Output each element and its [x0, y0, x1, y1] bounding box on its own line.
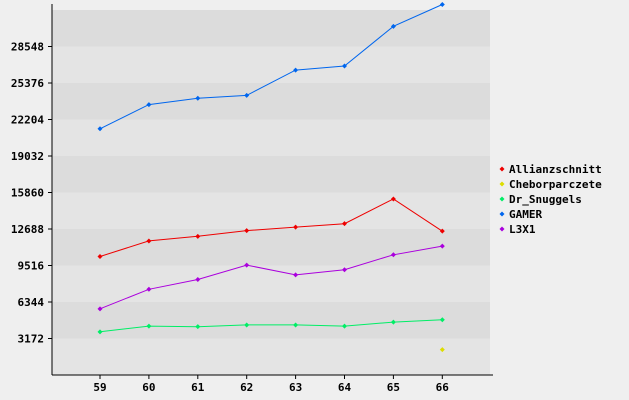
grid-band: [52, 302, 490, 339]
grid-band: [52, 265, 490, 302]
x-tick-label: 65: [387, 381, 400, 394]
data-point-gamer: [146, 102, 152, 108]
data-point-l3x1: [244, 262, 250, 268]
legend-marker-gamer: [499, 211, 505, 217]
data-point-allianzschnitt: [342, 221, 347, 227]
data-point-dr-snuggels: [244, 322, 250, 328]
series-line-allianzschnitt: [99, 198, 443, 257]
grid-band: [52, 119, 490, 156]
series-points: [97, 1, 445, 353]
data-point-gamer: [195, 95, 201, 101]
data-point-gamer: [97, 126, 103, 132]
series-lines: [99, 4, 443, 333]
x-tick-label: 66: [436, 381, 450, 394]
data-point-l3x1: [195, 276, 201, 282]
data-point-dr-snuggels: [342, 323, 347, 329]
data-point-gamer: [390, 23, 396, 29]
y-tick-label: 19032: [11, 150, 44, 163]
y-tick-label: 9516: [18, 260, 45, 273]
grid-band: [52, 46, 490, 83]
x-tick-label: 60: [142, 381, 155, 394]
grid-band: [52, 192, 490, 229]
data-point-gamer: [293, 67, 299, 73]
legend: Allianzschnitt Cheborparczete Dr_Snuggels G…: [499, 163, 602, 236]
data-point-allianzschnitt: [390, 196, 396, 202]
y-tick-label: 12688: [11, 223, 44, 236]
x-tick-label: 64: [338, 381, 352, 394]
data-point-l3x1: [390, 252, 396, 258]
data-point-dr-snuggels: [97, 329, 103, 335]
legend-marker-cheborparczete: [499, 181, 505, 187]
legend-label-gamer: GAMER: [509, 208, 542, 221]
data-point-allianzschnitt: [293, 224, 299, 230]
y-tick-label: 15860: [11, 187, 44, 200]
y-tick-label: 3172: [18, 333, 45, 346]
series-line-gamer: [99, 4, 443, 130]
data-point-allianzschnitt: [97, 253, 103, 259]
y-tick-label: 28548: [11, 41, 44, 54]
data-point-l3x1: [97, 306, 103, 312]
x-tick-label: 59: [93, 381, 106, 394]
data-point-cheborparczete: [439, 347, 445, 353]
grid-band: [52, 83, 490, 120]
legend-marker-allianzschnitt: [499, 166, 505, 172]
x-tick-label: 61: [191, 381, 205, 394]
data-point-dr-snuggels: [195, 324, 201, 330]
data-point-gamer: [244, 92, 250, 98]
data-point-gamer: [439, 1, 445, 7]
data-point-dr-snuggels: [439, 317, 445, 323]
data-point-l3x1: [342, 267, 347, 273]
grid-band: [52, 338, 490, 375]
data-point-l3x1: [146, 286, 152, 292]
y-tick-label: 25376: [11, 77, 44, 90]
grid-band: [52, 229, 490, 266]
series-line-l3x1: [99, 245, 443, 310]
axes: [48, 4, 493, 379]
y-tick-label: 6344: [18, 296, 45, 309]
x-tick-label: 63: [289, 381, 302, 394]
legend-marker-l3x1: [499, 226, 505, 232]
data-point-l3x1: [293, 272, 299, 278]
legend-label-cheborparczete: Cheborparczete: [509, 178, 602, 191]
legend-label-l3x1: L3X1: [509, 223, 536, 236]
series-line-dr-snuggels: [99, 319, 443, 333]
data-point-dr-snuggels: [146, 323, 152, 329]
legend-label-dr-snuggels: Dr_Snuggels: [509, 193, 582, 206]
y-tick-label: 22204: [11, 114, 44, 127]
x-tick-label: 62: [240, 381, 253, 394]
data-point-allianzschnitt: [146, 238, 152, 244]
y-tick-labels: 3172 6344 9516 12688 15860 19032 22204 25376 285…: [11, 41, 44, 346]
data-point-allianzschnitt: [439, 228, 445, 234]
data-point-allianzschnitt: [244, 228, 250, 234]
legend-label-allianzschnitt: Allianzschnitt: [509, 163, 602, 176]
grid-band: [52, 10, 490, 47]
x-tick-labels: 59 60 61 62 63 64 65 66: [93, 381, 449, 394]
legend-marker-dr-snuggels: [499, 196, 505, 202]
data-point-allianzschnitt: [195, 233, 201, 239]
data-point-dr-snuggels: [293, 322, 299, 328]
plot-bands: [52, 10, 490, 375]
grid-band: [52, 156, 490, 193]
data-point-l3x1: [439, 243, 445, 249]
data-point-gamer: [342, 63, 347, 69]
data-point-dr-snuggels: [390, 319, 396, 325]
